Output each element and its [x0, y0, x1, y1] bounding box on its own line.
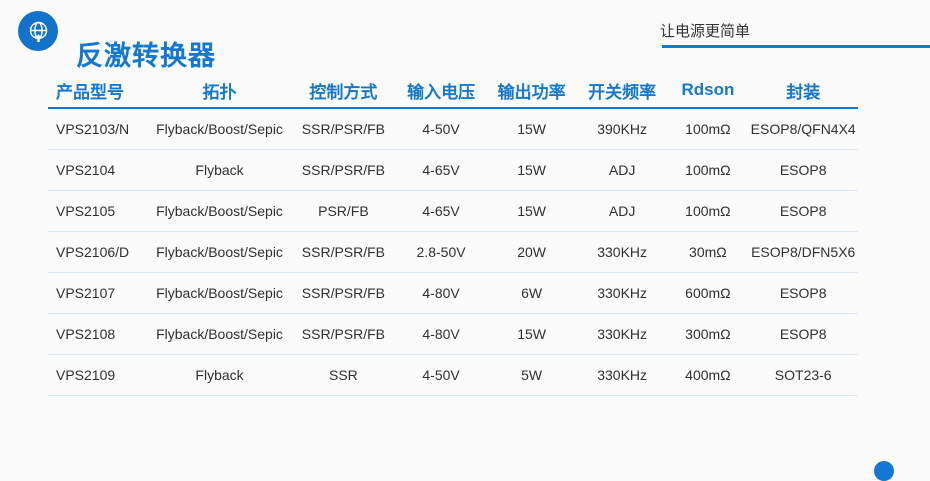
table-row: VPS2109 Flyback SSR 4-50V 5W 330KHz 400mΩ SOT23… — [48, 355, 858, 396]
table-cell: 2.8-50V — [416, 244, 466, 260]
table-cell: VPS2104 — [56, 162, 116, 178]
table-row: VPS2105 Flyback/Boost/Sepic PSR/FB 4-65V 15W… — [48, 191, 858, 232]
table-cell: 100mΩ — [685, 162, 731, 178]
globe-icon — [27, 20, 50, 43]
table-cell: 330KHz — [597, 244, 648, 260]
table-cell: 15W — [517, 121, 546, 137]
table-cell: VPS2106/D — [56, 244, 130, 260]
table-cell: SSR/PSR/FB — [301, 121, 386, 137]
table-cell: 5W — [521, 367, 543, 383]
table-row: VPS2106/D Flyback/Boost/Sepic SSR/PSR/FB 2.… — [48, 232, 858, 273]
table-cell: VPS2107 — [56, 285, 116, 301]
table-cell: 330KHz — [597, 285, 648, 301]
table-cell: SSR/PSR/FB — [301, 244, 386, 260]
table-cell: 30mΩ — [689, 244, 727, 260]
table-cell: ESOP8 — [779, 326, 827, 342]
corner-circle — [874, 461, 894, 481]
table-row: VPS2108 Flyback/Boost/Sepic SSR/PSR/FB 4-80… — [48, 314, 858, 355]
table-cell: 4-65V — [422, 162, 460, 178]
table-cell: 390KHz — [597, 121, 648, 137]
column-header: 开关频率 — [588, 82, 657, 102]
table-cell: 15W — [517, 162, 546, 178]
table-cell: 15W — [517, 326, 546, 342]
table-cell: Flyback/Boost/Sepic — [156, 285, 283, 301]
table-cell: ESOP8 — [779, 203, 827, 219]
column-header: 输入电压 — [407, 82, 476, 102]
table-cell: 4-50V — [422, 121, 460, 137]
table-cell: 100mΩ — [685, 203, 731, 219]
table-row: VPS2104 Flyback SSR/PSR/FB 4-65V 15W ADJ 100mΩ… — [48, 150, 858, 191]
table-cell: 4-50V — [422, 367, 460, 383]
table-row: VPS2107 Flyback/Boost/Sepic SSR/PSR/FB 4-80… — [48, 273, 858, 314]
column-header: 控制方式 — [309, 82, 378, 102]
table-cell: SSR — [329, 367, 358, 383]
slogan-text: 让电源更简单 — [660, 23, 751, 40]
table-cell: VPS2105 — [56, 203, 116, 219]
column-header: 拓扑 — [202, 82, 237, 102]
column-header: 输出功率 — [497, 82, 566, 102]
table-cell: Flyback — [195, 162, 244, 178]
table-cell: 300mΩ — [685, 326, 731, 342]
table-cell: 15W — [517, 203, 546, 219]
table-cell: ESOP8 — [779, 162, 827, 178]
table-cell: ESOP8 — [779, 285, 827, 301]
table-cell: 4-65V — [422, 203, 460, 219]
table-cell: 100mΩ — [685, 121, 731, 137]
table-cell: Flyback — [195, 367, 244, 383]
column-header: 封装 — [786, 82, 821, 102]
table-cell: ESOP8/DFN5X6 — [751, 244, 856, 260]
table-cell: VPS2103/N — [56, 121, 130, 137]
table-cell: Flyback/Boost/Sepic — [156, 203, 283, 219]
table-cell: 600mΩ — [685, 285, 731, 301]
slogan-underline — [662, 45, 930, 48]
table-row: VPS2103/N Flyback/Boost/Sepic SSR/PSR/FB 4-… — [48, 109, 858, 150]
table-cell: VPS2109 — [56, 367, 116, 383]
table-cell: 4-80V — [422, 326, 460, 342]
table-cell: Flyback/Boost/Sepic — [156, 326, 283, 342]
table-cell: VPS2108 — [56, 326, 116, 342]
table-cell: ADJ — [608, 162, 636, 178]
table-cell: 400mΩ — [685, 367, 731, 383]
table-cell: Flyback/Boost/Sepic — [156, 121, 283, 137]
table-cell: SSR/PSR/FB — [301, 326, 386, 342]
table-body: VPS2103/N Flyback/Boost/Sepic SSR/PSR/FB 4-… — [48, 109, 858, 396]
page-title: 反激转换器 — [76, 41, 216, 72]
table-cell: 4-80V — [422, 285, 460, 301]
table-cell: SOT23-6 — [774, 367, 832, 383]
table-cell: 330KHz — [597, 326, 648, 342]
column-header: 产品型号 — [56, 82, 124, 102]
table-cell: ADJ — [608, 203, 636, 219]
table-cell: ESOP8/QFN4X4 — [750, 121, 856, 137]
table-cell: SSR/PSR/FB — [301, 162, 386, 178]
column-header: Rdson — [681, 80, 735, 99]
table-cell: PSR/FB — [318, 203, 369, 219]
brand-logo — [18, 11, 58, 51]
product-table: 产品型号 拓扑 控制方式 输入电压 输出功率 开关频率 Rdson 封装 VPS2103/N F… — [48, 73, 858, 396]
table-cell: 20W — [517, 244, 546, 260]
table-cell: 330KHz — [597, 367, 648, 383]
table-cell: Flyback/Boost/Sepic — [156, 244, 283, 260]
slide-page: 反激转换器 让电源更简单 产品型号 拓扑 控制方式 输入电压 输出功率 开关频率 Rdson… — [18, 11, 930, 481]
table-cell: 6W — [521, 285, 543, 301]
table-cell: SSR/PSR/FB — [301, 285, 386, 301]
table-header-row: 产品型号 拓扑 控制方式 输入电压 输出功率 开关频率 Rdson 封装 — [48, 73, 858, 109]
